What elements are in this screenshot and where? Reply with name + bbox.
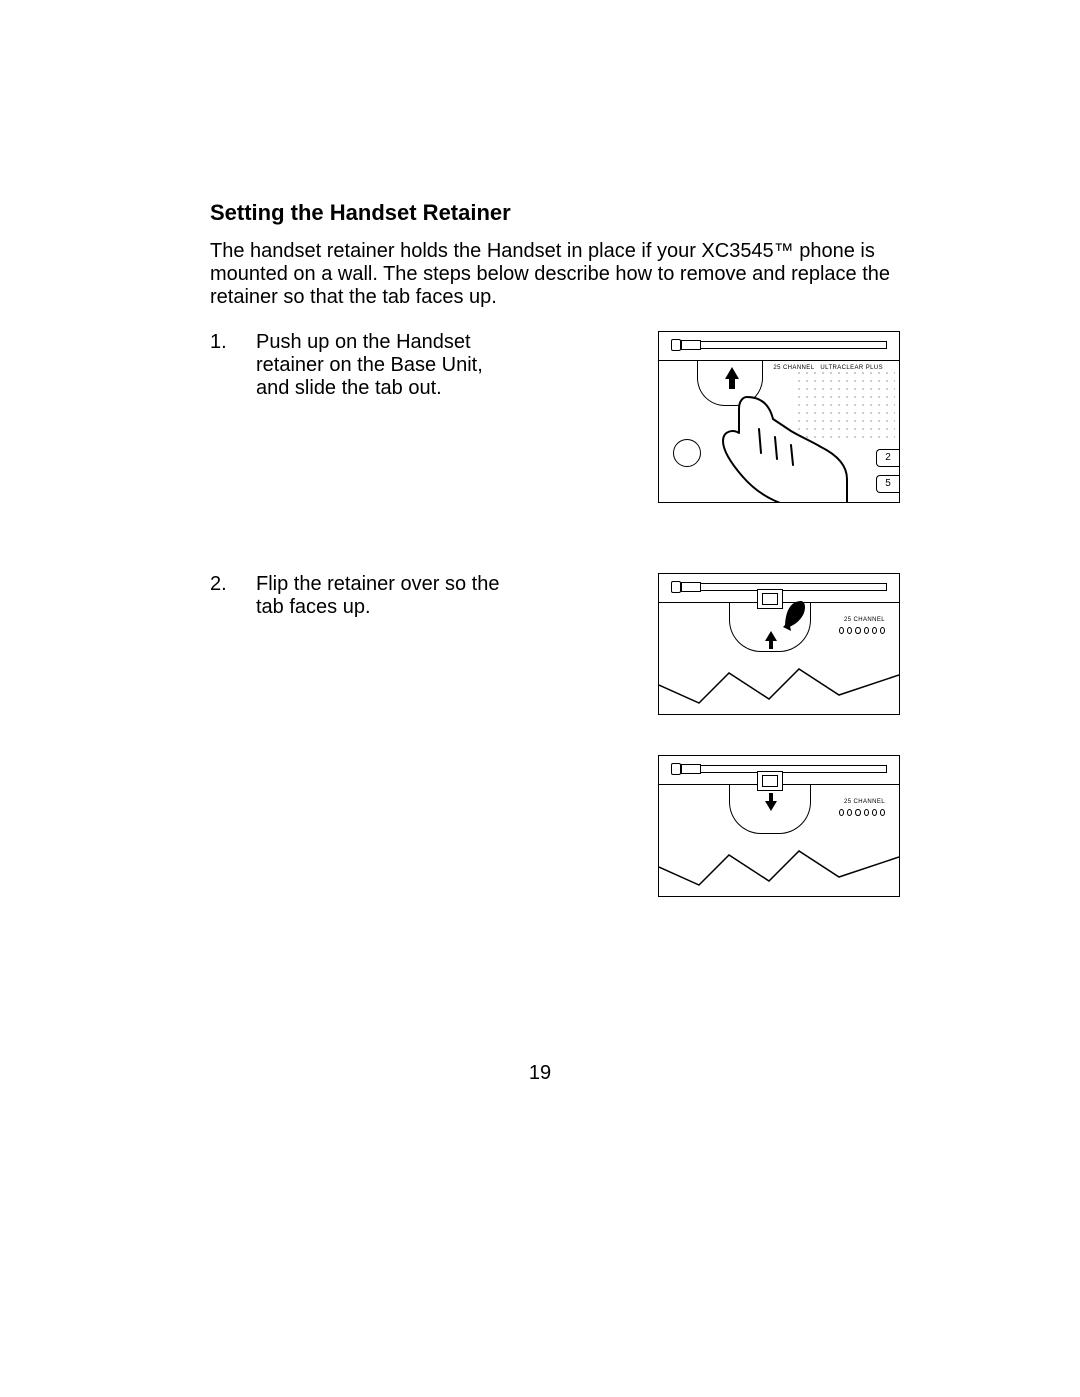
flip-arrow-icon [781,597,807,631]
figure-3-box: 25 CHANNEL [658,755,900,897]
step-2: 2. Flip the retainer over so the tab fac… [210,573,900,897]
page-number: 19 [0,1062,1080,1085]
antenna-icon [671,340,887,350]
keypad-button-5: 5 [876,475,899,493]
keypad-button-2: 2 [876,449,899,467]
step-2-figures: 25 CHANNEL [658,573,900,897]
badge-channel: CHANNEL [854,617,885,623]
step-1-figure: 25 CHANNEL ULTRACLEAR PLUS 2 5 [658,331,900,503]
torn-edge-icon [659,655,899,715]
manual-page: Setting the Handset Retainer The handset… [0,0,1080,1397]
badge-25: 25 [844,617,851,623]
led-dots-icon [839,627,885,635]
base-unit-outline: 25 CHANNEL [659,602,899,714]
hand-icon [699,393,849,503]
intro-paragraph: The handset retainer holds the Handset i… [210,240,900,309]
cradle-circle-icon [673,439,701,467]
down-arrow-icon [765,801,777,811]
figure-1-box: 25 CHANNEL ULTRACLEAR PLUS 2 5 [658,331,900,503]
badge-ultraclear: ULTRACLEAR PLUS [820,365,883,371]
badge-channel: CHANNEL [854,799,885,805]
figure-2-box: 25 CHANNEL [658,573,900,715]
step-1: 1. Push up on the Handset retainer on th… [210,331,900,503]
led-dots-icon [839,809,885,817]
step-1-number: 1. [210,331,256,354]
channel-badge: 25 CHANNEL [844,617,885,623]
badge-25: 25 [773,365,780,371]
step-2-number: 2. [210,573,256,596]
badge-channel: CHANNEL [783,365,814,371]
base-unit-outline: 25 CHANNEL [659,784,899,896]
push-up-arrow-icon [725,367,739,379]
badge-25: 25 [844,799,851,805]
base-unit-outline: 25 CHANNEL ULTRACLEAR PLUS 2 5 [659,360,899,502]
section-title: Setting the Handset Retainer [210,200,900,226]
channel-badge: 25 CHANNEL ULTRACLEAR PLUS [773,365,883,371]
step-2-text: Flip the retainer over so the tab faces … [256,573,506,619]
up-arrow-icon [765,631,777,641]
torn-edge-icon [659,837,899,897]
step-1-text: Push up on the Handset retainer on the B… [256,331,506,400]
channel-badge: 25 CHANNEL [844,799,885,805]
